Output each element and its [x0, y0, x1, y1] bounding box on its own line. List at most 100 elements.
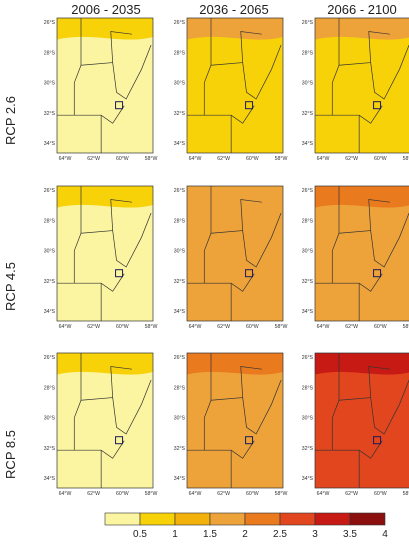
province-borders	[315, 186, 409, 321]
lat-tick-label: 30°S	[174, 249, 186, 255]
legend-swatch	[104, 512, 141, 526]
lon-tick-label: 60°W	[246, 156, 259, 162]
study-site-marker	[115, 269, 124, 278]
province-borders	[315, 18, 409, 153]
map-frame	[314, 352, 409, 489]
column-title-1: 2006 - 2035	[71, 2, 141, 17]
lat-tick-label: 26°S	[44, 188, 56, 194]
map-panel-r3-c3: 26°S 28°S 30°S 32°S 34°S 64°W 62°W 60°W 58°W	[298, 352, 409, 518]
lon-tick-label: 58°W	[403, 324, 409, 330]
map-frame	[56, 17, 154, 154]
map-top-band	[187, 186, 283, 208]
lon-tick-label: 64°W	[317, 156, 330, 162]
map-background	[57, 186, 153, 321]
lat-tick-label: 26°S	[302, 188, 314, 194]
province-borders	[187, 186, 282, 321]
lat-tick-label: 30°S	[302, 249, 314, 255]
lon-tick-label: 64°W	[59, 324, 72, 330]
lat-tick-label: 34°S	[302, 141, 314, 147]
study-site-marker	[245, 436, 254, 445]
lat-tick-label: 32°S	[44, 446, 56, 452]
lat-tick-label: 28°S	[174, 218, 186, 224]
lon-tick-label: 62°W	[87, 491, 100, 497]
lat-tick-label: 32°S	[174, 446, 186, 452]
province-borders	[57, 18, 152, 153]
map-background	[187, 18, 283, 153]
map-panel-r1-c3: 26°S 28°S 30°S 32°S 34°S 64°W 62°W 60°W 58°W	[298, 17, 409, 183]
province-borders	[187, 18, 282, 153]
study-site-marker	[373, 101, 382, 110]
lon-tick-label: 64°W	[59, 491, 72, 497]
lon-tick-label: 62°W	[345, 491, 358, 497]
lon-tick-label: 64°W	[317, 491, 330, 497]
lon-tick-label: 60°W	[246, 491, 259, 497]
legend-swatch	[139, 512, 176, 526]
lat-tick-label: 32°S	[302, 111, 314, 117]
lon-tick-label: 58°W	[275, 324, 288, 330]
lon-tick-label: 60°W	[246, 324, 259, 330]
lon-tick-label: 64°W	[189, 491, 202, 497]
map-panel-r2-c3: 26°S 28°S 30°S 32°S 34°S 64°W 62°W 60°W 58°W	[298, 185, 409, 351]
lat-tick-label: 26°S	[302, 20, 314, 26]
study-site-marker	[373, 269, 382, 278]
lon-tick-label: 58°W	[145, 156, 158, 162]
map-top-band	[187, 18, 283, 40]
legend-swatch	[349, 512, 386, 526]
map-background	[315, 353, 409, 488]
lat-tick-label: 30°S	[44, 249, 56, 255]
lon-tick-label: 60°W	[374, 156, 387, 162]
lon-tick-label: 60°W	[374, 324, 387, 330]
lon-tick-label: 62°W	[87, 324, 100, 330]
map-top-band	[315, 18, 409, 40]
lat-tick-label: 32°S	[174, 111, 186, 117]
lat-tick-label: 30°S	[44, 81, 56, 87]
legend-label: 4	[382, 529, 388, 540]
map-background	[57, 18, 153, 153]
lat-tick-label: 32°S	[302, 279, 314, 285]
map-background	[315, 18, 409, 153]
lat-tick-label: 28°S	[44, 218, 56, 224]
lat-tick-label: 28°S	[302, 50, 314, 56]
legend-swatch	[279, 512, 316, 526]
lat-tick-label: 34°S	[302, 309, 314, 315]
map-frame	[56, 352, 154, 489]
lon-tick-label: 62°W	[345, 156, 358, 162]
lat-tick-label: 30°S	[302, 416, 314, 422]
lat-tick-label: 34°S	[44, 476, 56, 482]
lat-tick-label: 28°S	[302, 385, 314, 391]
lat-tick-label: 26°S	[174, 355, 186, 361]
lon-tick-label: 64°W	[59, 156, 72, 162]
map-top-band	[57, 18, 153, 40]
row-title-3: RCP 8.5	[2, 429, 18, 479]
legend-swatch	[314, 512, 351, 526]
map-frame	[56, 185, 154, 322]
map-frame	[314, 17, 409, 154]
map-top-band	[315, 186, 409, 208]
lon-tick-label: 60°W	[116, 324, 129, 330]
lat-tick-label: 32°S	[44, 279, 56, 285]
map-panel-r3-c2: 26°S 28°S 30°S 32°S 34°S 64°W 62°W 60°W 58°W	[170, 352, 295, 518]
column-title-2: 2036 - 2065	[199, 2, 269, 17]
lon-tick-label: 62°W	[87, 156, 100, 162]
lon-tick-label: 58°W	[403, 156, 409, 162]
map-panel-r2-c1: 26°S 28°S 30°S 32°S 34°S 64°W 62°W 60°W 58°W	[40, 185, 165, 351]
lat-tick-label: 26°S	[302, 355, 314, 361]
lat-tick-label: 28°S	[44, 50, 56, 56]
legend-label: 3	[312, 529, 318, 540]
study-site-marker	[115, 101, 124, 110]
lat-tick-label: 34°S	[44, 309, 56, 315]
lon-tick-label: 58°W	[145, 324, 158, 330]
lat-tick-label: 28°S	[174, 50, 186, 56]
lon-tick-label: 62°W	[217, 156, 230, 162]
lon-tick-label: 58°W	[145, 491, 158, 497]
map-top-band	[57, 186, 153, 208]
map-panel-r2-c2: 26°S 28°S 30°S 32°S 34°S 64°W 62°W 60°W 58°W	[170, 185, 295, 351]
lon-tick-label: 62°W	[345, 324, 358, 330]
map-top-band	[315, 353, 409, 375]
lat-tick-label: 34°S	[174, 309, 186, 315]
lon-tick-label: 58°W	[275, 491, 288, 497]
lon-tick-label: 58°W	[275, 156, 288, 162]
province-borders	[315, 353, 409, 488]
color-legend: 0.5 1 1.5 2 2.5 3 3.5 4	[100, 508, 405, 548]
lon-tick-label: 60°W	[116, 491, 129, 497]
